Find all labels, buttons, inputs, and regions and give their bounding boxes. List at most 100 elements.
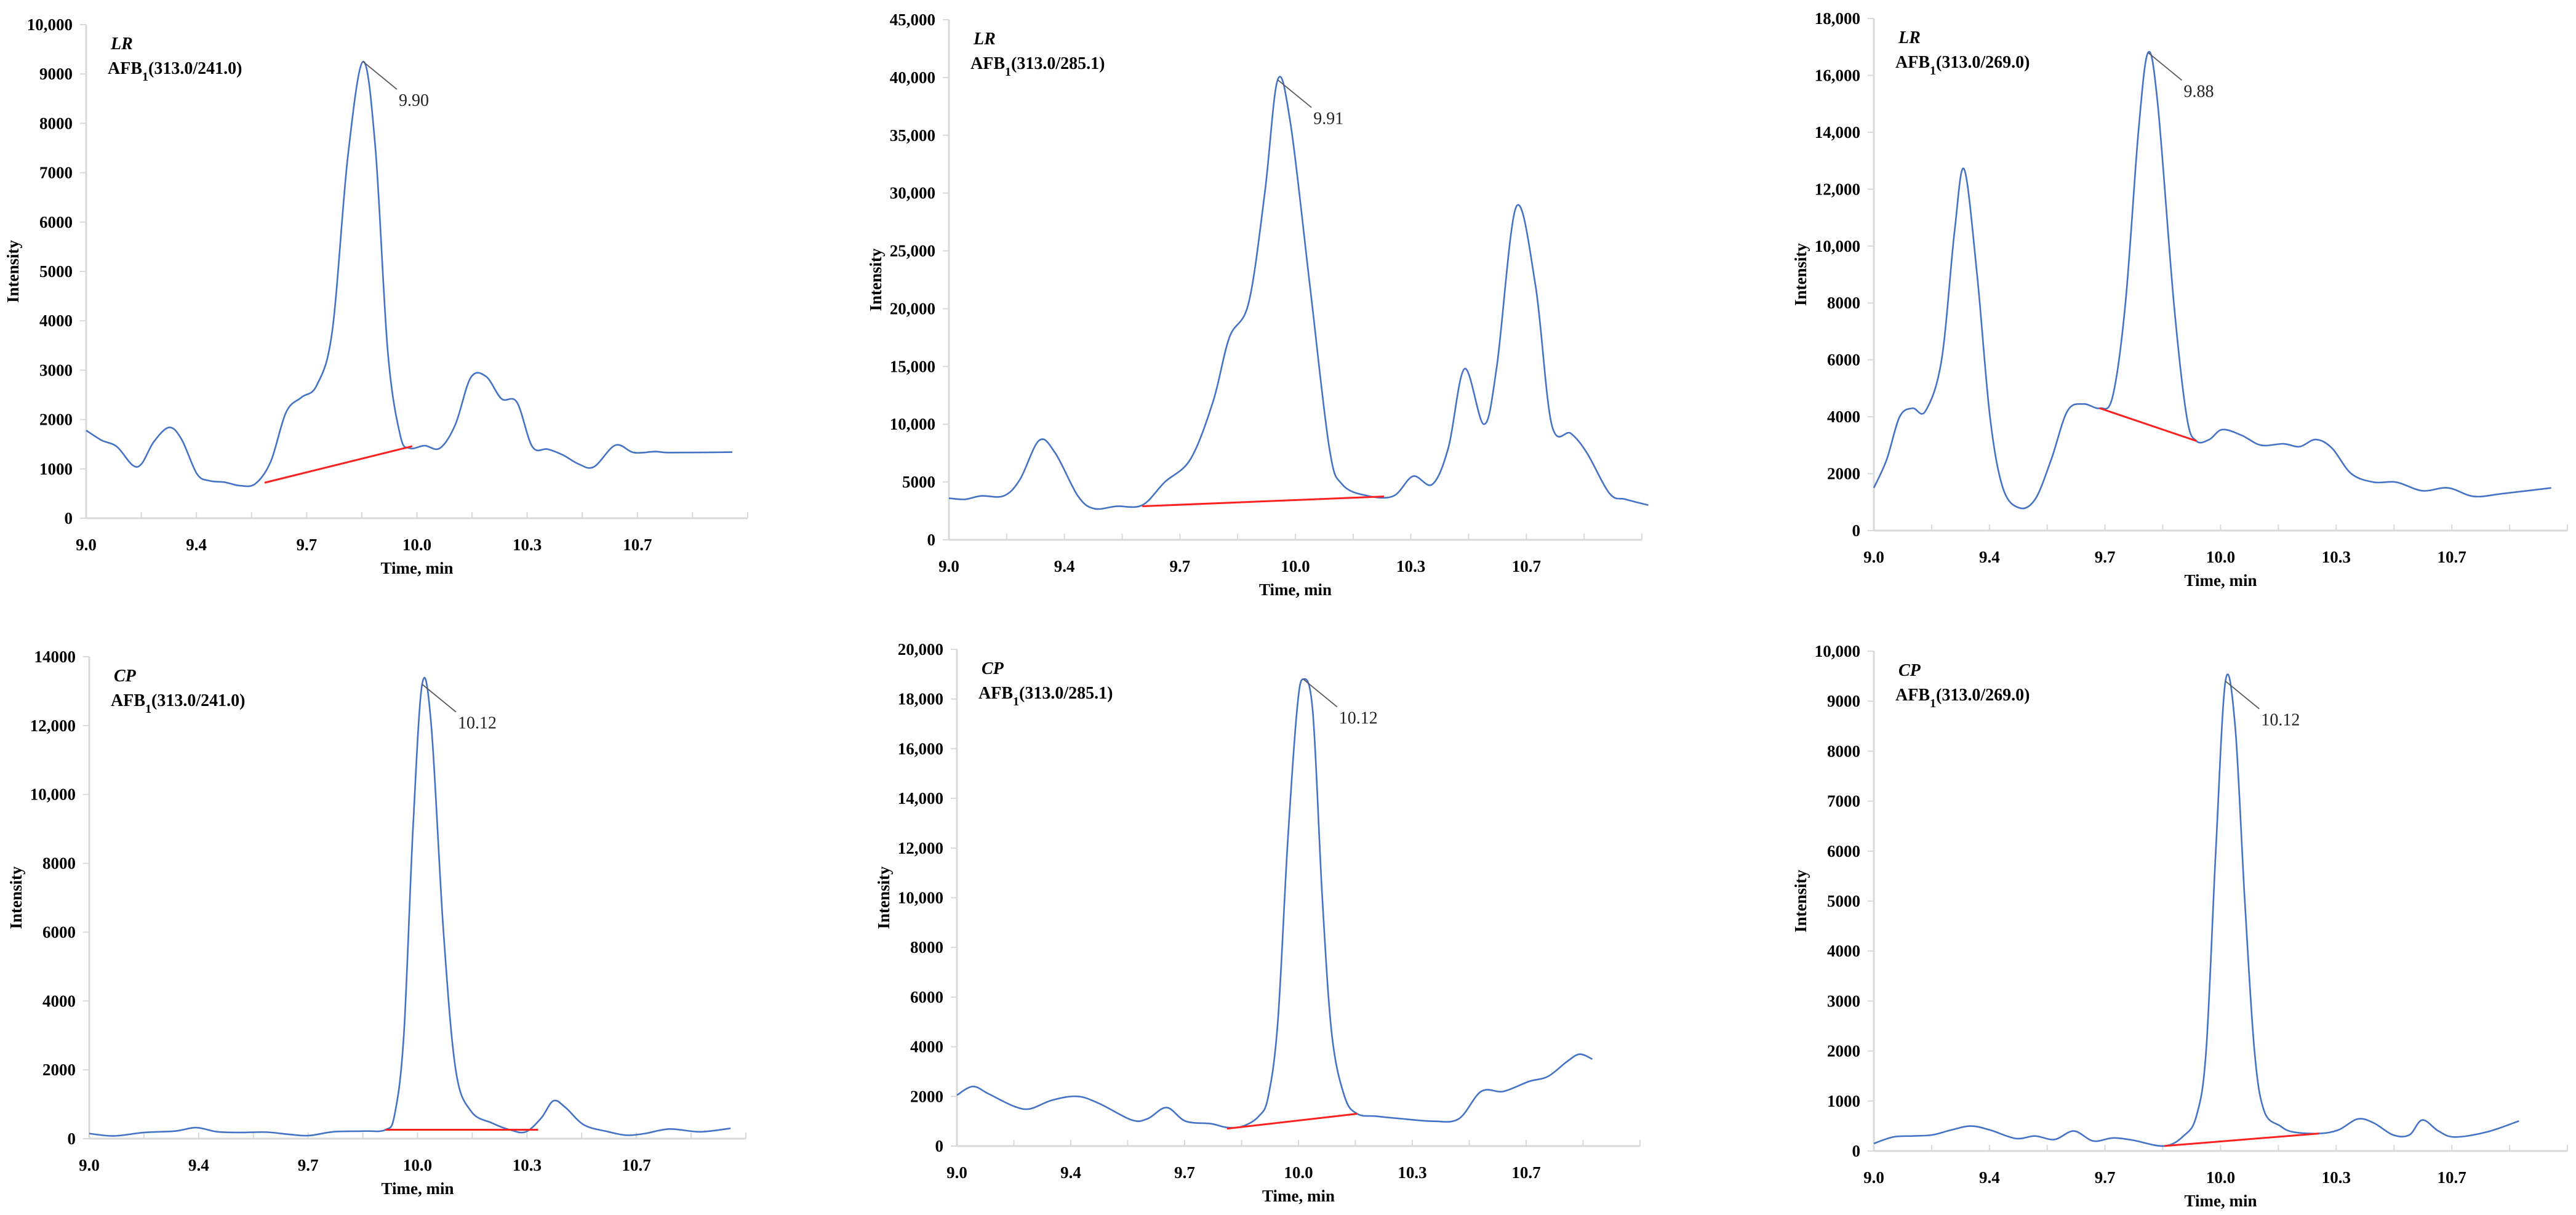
transition-label: AFB1(313.0/269.0)	[1895, 686, 2030, 710]
y-tick-label: 12,000	[898, 839, 943, 857]
x-tick-label: 9.7	[1174, 1163, 1195, 1182]
x-tick-label: 10.3	[1396, 557, 1425, 575]
x-tick-label: 9.0	[1863, 548, 1884, 566]
chromatogram-trace	[1873, 673, 2519, 1147]
integration-baseline	[1226, 1113, 1358, 1130]
integration-baseline	[1142, 495, 1385, 508]
y-tick-label: 9000	[39, 65, 73, 83]
y-tick-label: 15,000	[890, 357, 935, 375]
sample-label: CP	[114, 667, 137, 686]
x-tick-label: 9.4	[1054, 557, 1075, 575]
x-tick-label: 10.0	[403, 1156, 432, 1174]
panel-cp-269: 0 1000 2000 3000 4000 5000 6000 7000 8000 9000 10,…	[1791, 642, 2568, 1210]
y-tick-label: 5000	[1827, 892, 1860, 910]
y-axis-title: Intensity	[866, 248, 885, 311]
panel-lr-241: 0 1000 2000 3000 4000 5000 6000 7000 8000 9000 10,…	[4, 15, 748, 577]
y-tick-label: 20,000	[890, 299, 935, 318]
y-axis-title: Intensity	[7, 866, 25, 929]
y-tick-label: 8000	[1827, 294, 1860, 312]
integration-baseline	[2099, 407, 2197, 442]
x-tick-label: 10.3	[513, 1156, 542, 1174]
peak-retention-time-label: 10.12	[458, 714, 497, 733]
y-tick-label: 3000	[1827, 992, 1860, 1010]
x-axis-title: Time, min	[1259, 580, 1332, 599]
chromatogram-trace	[948, 76, 1649, 510]
y-tick-label: 30,000	[890, 184, 935, 202]
y-axis-title: Intensity	[1791, 243, 1810, 306]
y-tick-label: 0	[935, 1137, 944, 1155]
x-tick-label: 10.3	[2322, 1168, 2351, 1187]
y-tick-label: 6000	[39, 213, 73, 231]
x-tick-label: 9.4	[1060, 1163, 1081, 1182]
x-tick-label: 10.0	[402, 535, 431, 554]
integration-baseline	[2164, 1133, 2319, 1147]
y-tick-label: 10,000	[890, 415, 935, 433]
y-tick-label: 10,000	[30, 785, 76, 804]
y-tick-label: 12,000	[1815, 180, 1860, 198]
x-tick-label: 10.7	[2438, 1168, 2466, 1187]
x-tick-label: 10.3	[2322, 548, 2351, 566]
y-tick-label: 10,000	[1815, 237, 1860, 255]
y-tick-label: 1000	[39, 460, 73, 478]
y-axis-title: Intensity	[1791, 869, 1810, 932]
y-tick-label: 14,000	[898, 789, 943, 808]
sample-label: LR	[110, 34, 133, 54]
y-tick-label: 20,000	[898, 640, 943, 659]
y-tick-label: 5000	[39, 262, 73, 281]
integration-baseline	[264, 445, 413, 484]
x-axis-title: Time, min	[380, 559, 453, 577]
x-tick-label: 9.7	[296, 535, 317, 554]
peak-leader-line	[1277, 79, 1312, 108]
panel-cp-285: 0 2000 4000 6000 8000 10,000 12,000 14,000 16,00…	[874, 640, 1641, 1205]
peak-leader-line	[1303, 678, 1338, 708]
peak-retention-time-label: 9.88	[2184, 82, 2214, 101]
y-tick-label: 3000	[39, 361, 73, 379]
y-tick-label: 35,000	[890, 126, 935, 145]
peak-retention-time-label: 9.91	[1313, 110, 1343, 129]
peak-leader-line	[362, 61, 398, 90]
y-tick-label: 6000	[42, 923, 76, 941]
transition-label: AFB1(313.0/241.0)	[111, 691, 245, 716]
x-tick-label: 9.7	[298, 1156, 319, 1174]
x-tick-label: 10.7	[2438, 548, 2466, 566]
y-axis-title: Intensity	[4, 239, 22, 303]
x-tick-label: 10.3	[1398, 1163, 1426, 1182]
sample-label: CP	[1898, 661, 1921, 680]
y-tick-label: 0	[65, 509, 73, 527]
y-tick-label: 4000	[910, 1038, 943, 1056]
y-tick-label: 0	[1852, 521, 1861, 540]
x-tick-label: 9.4	[186, 535, 207, 554]
x-tick-label: 10.3	[513, 535, 542, 554]
transition-label: AFB1(313.0/285.1)	[970, 54, 1105, 79]
y-tick-label: 2000	[39, 411, 73, 429]
transition-label: AFB1(313.0/269.0)	[1895, 53, 2030, 78]
peak-retention-time-label: 10.12	[2261, 711, 2300, 730]
x-tick-label: 9.0	[76, 535, 97, 554]
sample-label: LR	[973, 30, 996, 49]
y-tick-label: 10,000	[27, 15, 73, 34]
y-tick-label: 0	[1852, 1142, 1861, 1160]
y-tick-label: 18,000	[898, 690, 943, 708]
sample-label: CP	[982, 659, 1004, 678]
y-tick-label: 8000	[1827, 742, 1860, 760]
sample-label: LR	[1898, 28, 1921, 47]
peak-leader-line	[422, 684, 457, 713]
x-tick-label: 9.0	[1863, 1168, 1884, 1187]
x-tick-label: 9.7	[1169, 557, 1190, 575]
chromatogram-trace	[1873, 50, 2551, 510]
y-tick-label: 12,000	[30, 716, 76, 735]
y-tick-label: 9000	[1827, 692, 1860, 710]
x-tick-label: 10.0	[1284, 1163, 1313, 1182]
y-tick-label: 14,000	[1815, 123, 1860, 142]
x-axis-title: Time, min	[2184, 571, 2257, 590]
y-tick-label: 16,000	[898, 739, 943, 758]
y-tick-label: 4000	[1827, 942, 1860, 960]
x-tick-label: 9.0	[946, 1163, 967, 1182]
x-tick-label: 9.4	[188, 1156, 209, 1174]
x-tick-label: 10.7	[623, 535, 652, 554]
x-tick-label: 10.7	[622, 1156, 651, 1174]
x-tick-label: 10.0	[2206, 548, 2235, 566]
y-tick-label: 18,000	[1815, 9, 1860, 28]
y-tick-label: 2000	[1827, 465, 1860, 483]
